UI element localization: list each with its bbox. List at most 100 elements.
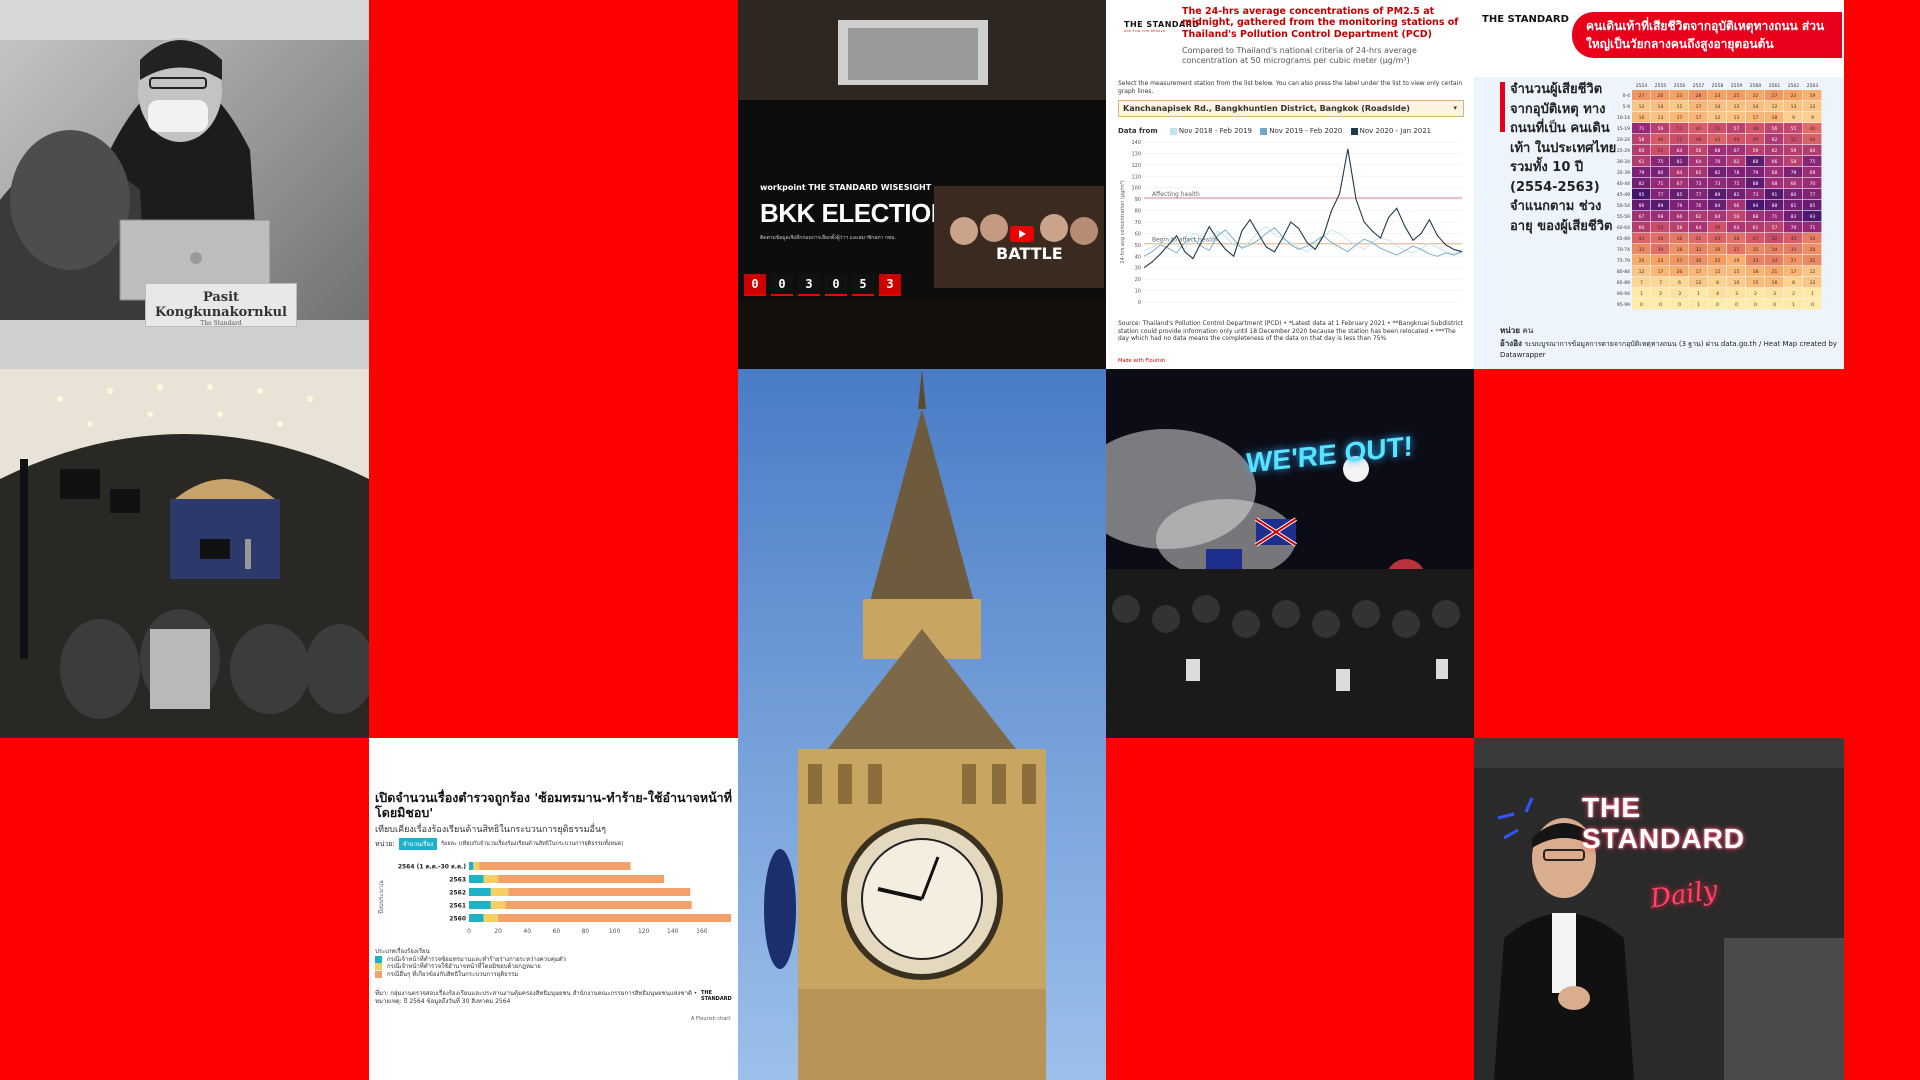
heatmap-value: 2 bbox=[1792, 291, 1795, 297]
heatmap-value: 33 bbox=[1753, 258, 1759, 264]
photo-tile-big-ben[interactable] bbox=[738, 369, 1106, 1080]
heatmap-value: 64 bbox=[1696, 225, 1702, 231]
heatmap-cell bbox=[1803, 277, 1822, 288]
heatmap-value: 93 bbox=[1810, 214, 1816, 220]
heatmap-cell bbox=[1765, 244, 1784, 255]
heatmap-value: 64 bbox=[1715, 214, 1721, 220]
police-complaints-chart-tile[interactable]: เปิดจำนวนเรื่องตำรวจถูกร้อง 'ซ้อมทรมาน-ท… bbox=[369, 738, 738, 1080]
heatmap-cell bbox=[1632, 101, 1651, 112]
y-tick-label: 120 bbox=[1131, 163, 1141, 169]
bar-segment bbox=[469, 888, 491, 896]
photo-tile-bkk-election[interactable]: workpoint THE STANDARD WISESIGHT BKK ELE… bbox=[738, 0, 1106, 369]
heatmap-cell bbox=[1670, 134, 1689, 145]
accent-bar bbox=[1500, 82, 1505, 132]
heatmap-value: 12 bbox=[1639, 269, 1645, 275]
percent-toggle-button[interactable]: ร้อยละ (เทียบกับจำนวนเรื่องร้องเรียนด้าน… bbox=[441, 841, 624, 847]
category-label: 2560 bbox=[449, 916, 466, 923]
heatmap-value: 0 bbox=[1716, 302, 1719, 308]
heatmap-value: 0 bbox=[1659, 302, 1662, 308]
legend-item-2020[interactable]: Nov 2020 - Jan 2021 bbox=[1350, 127, 1431, 135]
photo-tile-speaker[interactable]: Pasit Kongkunakornkul The Standard bbox=[0, 0, 369, 369]
heatmap-value: 17 bbox=[1696, 115, 1702, 121]
heatmap-value: 12 bbox=[1772, 104, 1778, 110]
heatmap-cell bbox=[1689, 266, 1708, 277]
heatmap-cell bbox=[1689, 112, 1708, 123]
heatmap-value: 59 bbox=[1753, 148, 1759, 154]
heatmap-value: 88 bbox=[1753, 159, 1759, 165]
heatmap-value: 59 bbox=[1791, 148, 1797, 154]
heatmap-cell bbox=[1784, 156, 1803, 167]
bar-segment bbox=[508, 888, 691, 896]
heatmap-cell bbox=[1765, 211, 1784, 222]
heatmap-row-label: 0-4 bbox=[1623, 93, 1630, 99]
candidates-image bbox=[934, 186, 1104, 288]
heatmap-cell bbox=[1784, 266, 1803, 277]
heatmap-cell bbox=[1765, 90, 1784, 101]
heatmap-value: 29 bbox=[1810, 247, 1816, 253]
select-instructions: Select the measurement station from the … bbox=[1118, 80, 1463, 95]
heatmap-value: 56 bbox=[1696, 148, 1702, 154]
heatmap-value: 52 bbox=[1791, 137, 1797, 143]
heatmap-value: 12 bbox=[1810, 104, 1816, 110]
battle-video-thumbnail[interactable]: BATTLE bbox=[934, 186, 1104, 288]
heatmap-cell bbox=[1803, 156, 1822, 167]
made-with-flourish[interactable]: Made with Flourish bbox=[1118, 358, 1166, 364]
photo-tile-press-room[interactable] bbox=[0, 369, 369, 738]
chart-subtitle: Compared to Thailand's national criteria… bbox=[1182, 46, 1417, 65]
heatmap-value: 44 bbox=[1810, 137, 1816, 143]
heatmap-value: 67 bbox=[1639, 214, 1645, 220]
legend-label: Nov 2018 - Feb 2019 bbox=[1178, 127, 1253, 135]
heatmap-value: 66 bbox=[1772, 159, 1778, 165]
heatmap-value: 19 bbox=[1810, 93, 1816, 99]
pm25-chart-tile[interactable]: THE STANDARD POP FOR THE PEOPLE The 24-h… bbox=[1106, 0, 1474, 369]
heatmap-value: 37 bbox=[1734, 247, 1740, 253]
x-tick-label: 140 bbox=[667, 928, 679, 935]
unit-line: หน่วย คน อ้างอิง ระบบบูรณาการข้อมูลการตา… bbox=[1500, 324, 1844, 359]
unit-toggle: หน่วย: จำนวนเรื่อง ร้อยละ (เทียบกับจำนวน… bbox=[375, 838, 623, 850]
heatmap-cell bbox=[1784, 200, 1803, 211]
series-line bbox=[1143, 148, 1463, 269]
heatmap-cell bbox=[1651, 288, 1670, 299]
heatmap-row-label: 40-44 bbox=[1617, 181, 1630, 187]
heatmap-value: 84 bbox=[1715, 203, 1721, 209]
station-dropdown[interactable]: Kanchanapisek Rd., Bangkhuntien District… bbox=[1118, 100, 1464, 117]
heatmap-cell bbox=[1670, 112, 1689, 123]
big-ben-photo bbox=[738, 369, 1106, 1080]
heatmap-cell bbox=[1803, 112, 1822, 123]
legend-item-2019[interactable]: Nov 2019 - Feb 2020 bbox=[1260, 127, 1342, 135]
heatmap-cell bbox=[1632, 156, 1651, 167]
heatmap-value: 12 bbox=[1696, 280, 1702, 286]
legend-item-2018[interactable]: Nov 2018 - Feb 2019 bbox=[1169, 127, 1253, 135]
heatmap-cell bbox=[1670, 244, 1689, 255]
heatmap-cell bbox=[1670, 299, 1689, 310]
heatmap-value: 83 bbox=[1791, 214, 1797, 220]
heatmap-cell bbox=[1689, 156, 1708, 167]
bar-segment bbox=[498, 875, 665, 883]
count-toggle-button[interactable]: จำนวนเรื่อง bbox=[398, 838, 438, 850]
heatmap-cell bbox=[1708, 123, 1727, 134]
heatmap-cell bbox=[1708, 211, 1727, 222]
heatmap-cell bbox=[1651, 222, 1670, 233]
heatmap-cell bbox=[1765, 222, 1784, 233]
heatmap-cell bbox=[1689, 145, 1708, 156]
heatmap-cell bbox=[1765, 200, 1784, 211]
heatmap-column-label: 2563 bbox=[1807, 83, 1819, 89]
heatmap-cell bbox=[1784, 299, 1803, 310]
pedestrian-heatmap-tile[interactable]: THE STANDARD คนเดินเท้าที่เสียชีวิตจากอุ… bbox=[1474, 0, 1844, 369]
heatmap-value: 11 bbox=[1677, 104, 1683, 110]
bar-segment bbox=[490, 901, 506, 909]
heatmap-value: 71 bbox=[1810, 225, 1816, 231]
logo-text: THE STANDARD bbox=[1124, 20, 1200, 29]
flourish-credit[interactable]: A Flourish chart bbox=[691, 1016, 731, 1022]
heatmap-value: 19 bbox=[1734, 258, 1740, 264]
heatmap-cell bbox=[1727, 134, 1746, 145]
heatmap-value: 2 bbox=[1659, 291, 1662, 297]
legend-label: กรณีเจ้าหน้าที่ตำรวจใช้อำนาจหน้าที่โดยมิ… bbox=[387, 963, 541, 970]
heatmap-column-label: 2557 bbox=[1693, 83, 1705, 89]
heatmap-value: 79 bbox=[1677, 203, 1683, 209]
photo-tile-brexit-crowd[interactable]: WE'RE OUT! bbox=[1106, 369, 1474, 738]
heatmap-cell bbox=[1765, 288, 1784, 299]
heatmap-cell bbox=[1803, 222, 1822, 233]
bar-segment bbox=[498, 914, 731, 922]
photo-tile-standard-daily[interactable]: THE STANDARD Daily bbox=[1474, 738, 1844, 1080]
